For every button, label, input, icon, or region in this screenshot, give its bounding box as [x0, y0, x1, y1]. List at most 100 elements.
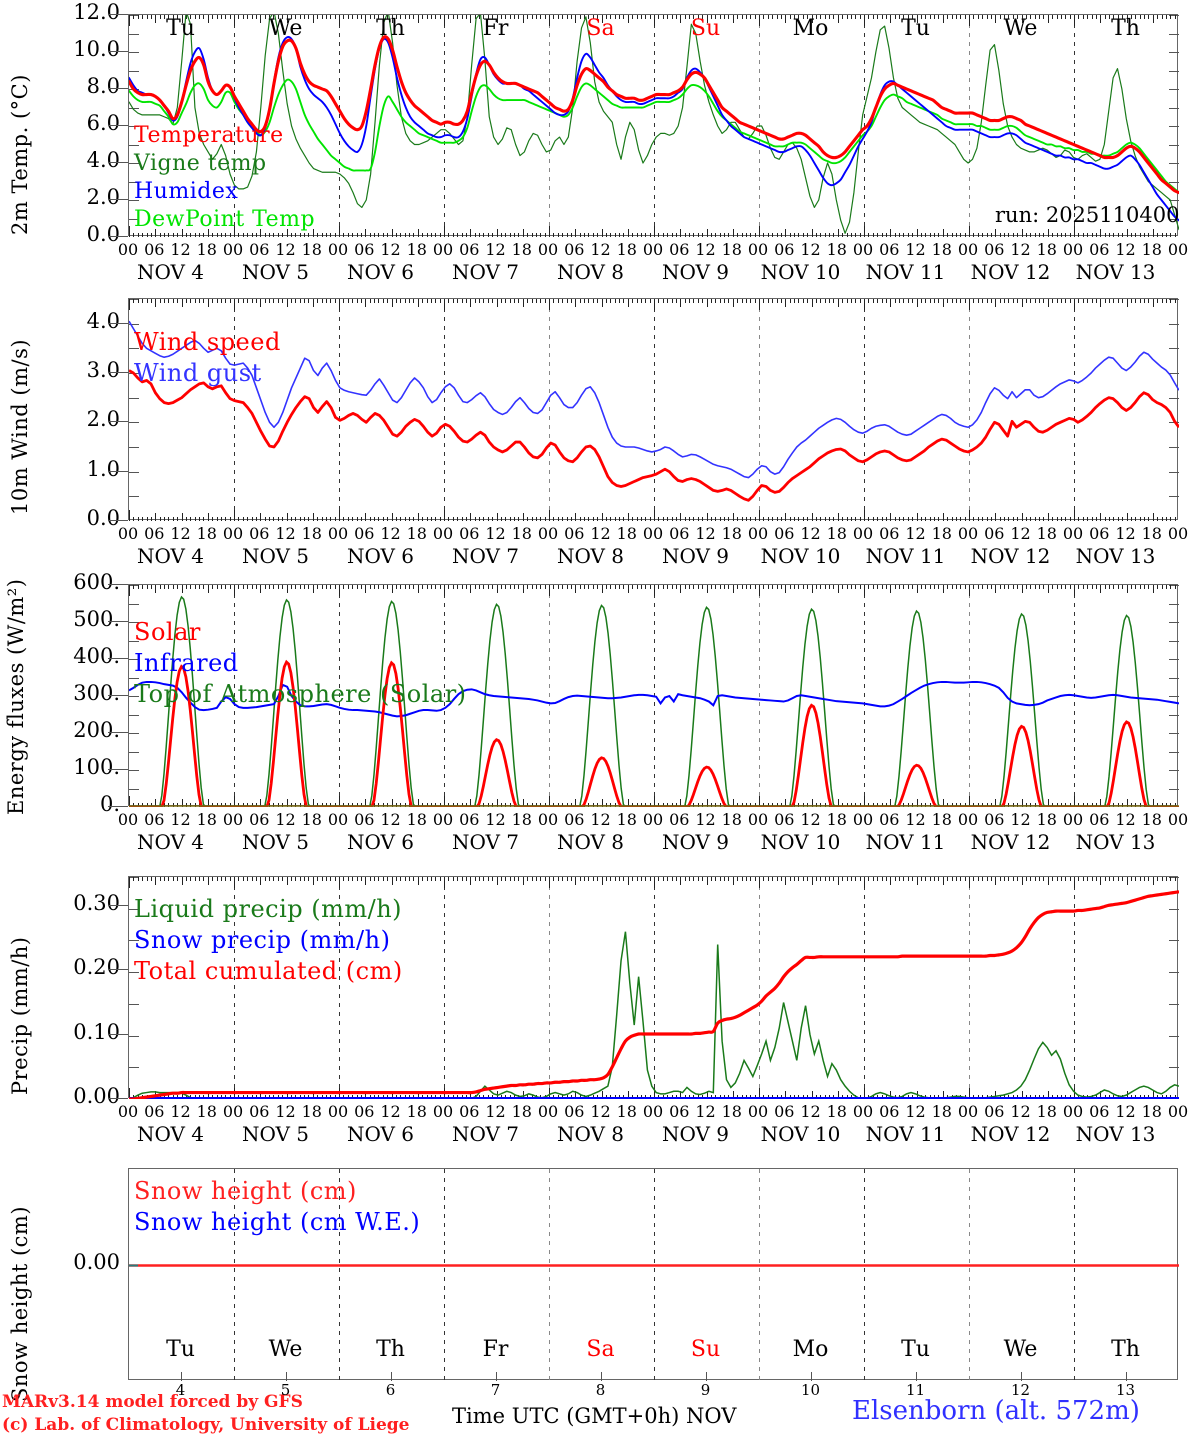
day-label-top: Th: [376, 16, 405, 41]
day-label-bottom: Tu: [901, 1337, 930, 1362]
day-label-top: Mo: [792, 16, 829, 41]
legend-item: Temperature: [134, 123, 284, 148]
hour-tick-label: 12: [1115, 524, 1136, 543]
day-label-bottom: Fr: [482, 1337, 509, 1362]
hour-tick-label: 12: [170, 1102, 191, 1121]
hour-tick-label: 00: [747, 524, 769, 543]
hour-tick-label: 12: [275, 240, 296, 259]
hour-tick-label: 18: [826, 524, 847, 543]
hour-tick-label: 12: [800, 240, 821, 259]
date-number-bottom: 11: [905, 1381, 926, 1399]
flux-ytick-mark: [108, 658, 128, 659]
hour-tick-label: 06: [1089, 240, 1110, 259]
hour-tick-label: 00: [852, 240, 874, 259]
hour-tick-label: 12: [590, 240, 611, 259]
hour-tick-label: 06: [564, 810, 585, 829]
hour-tick-label: 12: [170, 240, 191, 259]
legend-item: Snow height (cm W.E.): [134, 1208, 421, 1236]
day-label-top: We: [1003, 16, 1038, 41]
hour-tick-label: 06: [774, 524, 795, 543]
legend-item: Humidex: [134, 179, 239, 204]
hour-tick-label: 12: [485, 240, 506, 259]
wind-ytick-mark: [108, 322, 128, 324]
hour-tick-label: 18: [931, 1102, 952, 1121]
hour-tick-label: 12: [590, 810, 611, 829]
bottom-axis-tick: [1125, 1372, 1127, 1381]
day-label-bottom: We: [1003, 1337, 1038, 1362]
temp-ytick: 4.0: [86, 148, 120, 172]
hour-tick-label: 12: [1010, 810, 1031, 829]
precip-ytick-mark: [108, 969, 128, 971]
hour-tick-label: 06: [564, 524, 585, 543]
flux-ytick: 100.: [73, 755, 120, 779]
hour-tick-label: 00: [1062, 810, 1084, 829]
panel-energy-fluxes: Energy fluxes (W/m²): [0, 575, 1194, 870]
hour-tick-label: 00: [747, 240, 769, 259]
hour-tick-label: 12: [800, 1102, 821, 1121]
bottom-axis-tick: [390, 1372, 392, 1381]
hour-tick-label: 18: [1036, 240, 1057, 259]
hour-tick-label: 12: [695, 810, 716, 829]
panel-wind: 10m Wind (m/s): [0, 290, 1194, 575]
hour-tick-label: 00: [747, 810, 769, 829]
date-number-bottom: 9: [700, 1381, 711, 1399]
legend-item: Snow precip (mm/h): [134, 926, 391, 954]
day-label-top: Su: [690, 16, 721, 41]
hour-tick-label: 00: [117, 524, 139, 543]
hour-tick-label: 18: [721, 240, 742, 259]
wind-ytick-mark: [108, 372, 128, 373]
hour-tick-label: 18: [826, 810, 847, 829]
date-label: NOV 9: [661, 260, 730, 284]
bottom-axis-tick: [180, 1372, 182, 1381]
hour-tick-label: 12: [695, 1102, 716, 1121]
hour-tick-label: 00: [957, 1102, 979, 1121]
hour-tick-label: 06: [879, 524, 900, 543]
date-label: NOV 9: [661, 1122, 730, 1146]
hour-tick-label: 06: [459, 524, 480, 543]
hour-tick-label: 18: [196, 524, 217, 543]
legend-item: Total cumulated (cm): [134, 957, 403, 985]
precip-ytick-mark: [108, 904, 128, 906]
legend-item: Snow height (cm): [134, 1177, 357, 1205]
date-label: NOV 5: [241, 1122, 310, 1146]
hour-tick-label: 00: [1167, 810, 1189, 829]
hour-tick-label: 18: [931, 810, 952, 829]
snow-plot-area: [128, 1168, 1179, 1381]
hour-tick-label: 18: [511, 524, 532, 543]
hour-tick-label: 18: [826, 240, 847, 259]
snow-ytick: 0.00: [73, 1250, 120, 1275]
date-label: NOV 4: [136, 830, 205, 854]
date-label: NOV 12: [970, 1122, 1051, 1146]
hour-tick-label: 18: [406, 240, 427, 259]
hour-tick-label: 00: [1062, 1102, 1084, 1121]
legend-item: Liquid precip (mm/h): [134, 895, 403, 923]
hour-tick-label: 06: [1089, 810, 1110, 829]
date-label: NOV 13: [1075, 544, 1156, 568]
hour-tick-label: 18: [1141, 1102, 1162, 1121]
hour-tick-label: 00: [642, 1102, 664, 1121]
wind-ytick: 4.0: [86, 308, 120, 333]
hour-tick-label: 12: [275, 1102, 296, 1121]
wind-ytick: 1.0: [86, 456, 120, 481]
hour-tick-label: 06: [249, 524, 270, 543]
date-label: NOV 13: [1075, 260, 1156, 284]
hour-tick-label: 12: [905, 810, 926, 829]
wind-ytick: 2.0: [86, 407, 120, 432]
flux-ytick-mark: [108, 584, 128, 585]
panel-precip: Precip (mm/h): [0, 870, 1194, 1165]
date-number-bottom: 10: [800, 1381, 821, 1399]
legend-item: Solar: [134, 618, 201, 646]
hour-tick-label: 06: [249, 1102, 270, 1121]
bottom-axis-tick: [810, 1372, 812, 1381]
bottom-axis-tick: [1020, 1372, 1022, 1381]
date-label: NOV 12: [970, 544, 1051, 568]
hour-tick-label: 12: [485, 810, 506, 829]
hour-tick-label: 18: [301, 1102, 322, 1121]
hour-tick-label: 00: [222, 524, 244, 543]
hour-tick-label: 06: [774, 240, 795, 259]
day-label-top: Sa: [586, 16, 615, 41]
hour-tick-label: 18: [721, 524, 742, 543]
hour-tick-label: 12: [1010, 524, 1031, 543]
hour-tick-label: 12: [905, 1102, 926, 1121]
date-label: NOV 8: [556, 544, 625, 568]
